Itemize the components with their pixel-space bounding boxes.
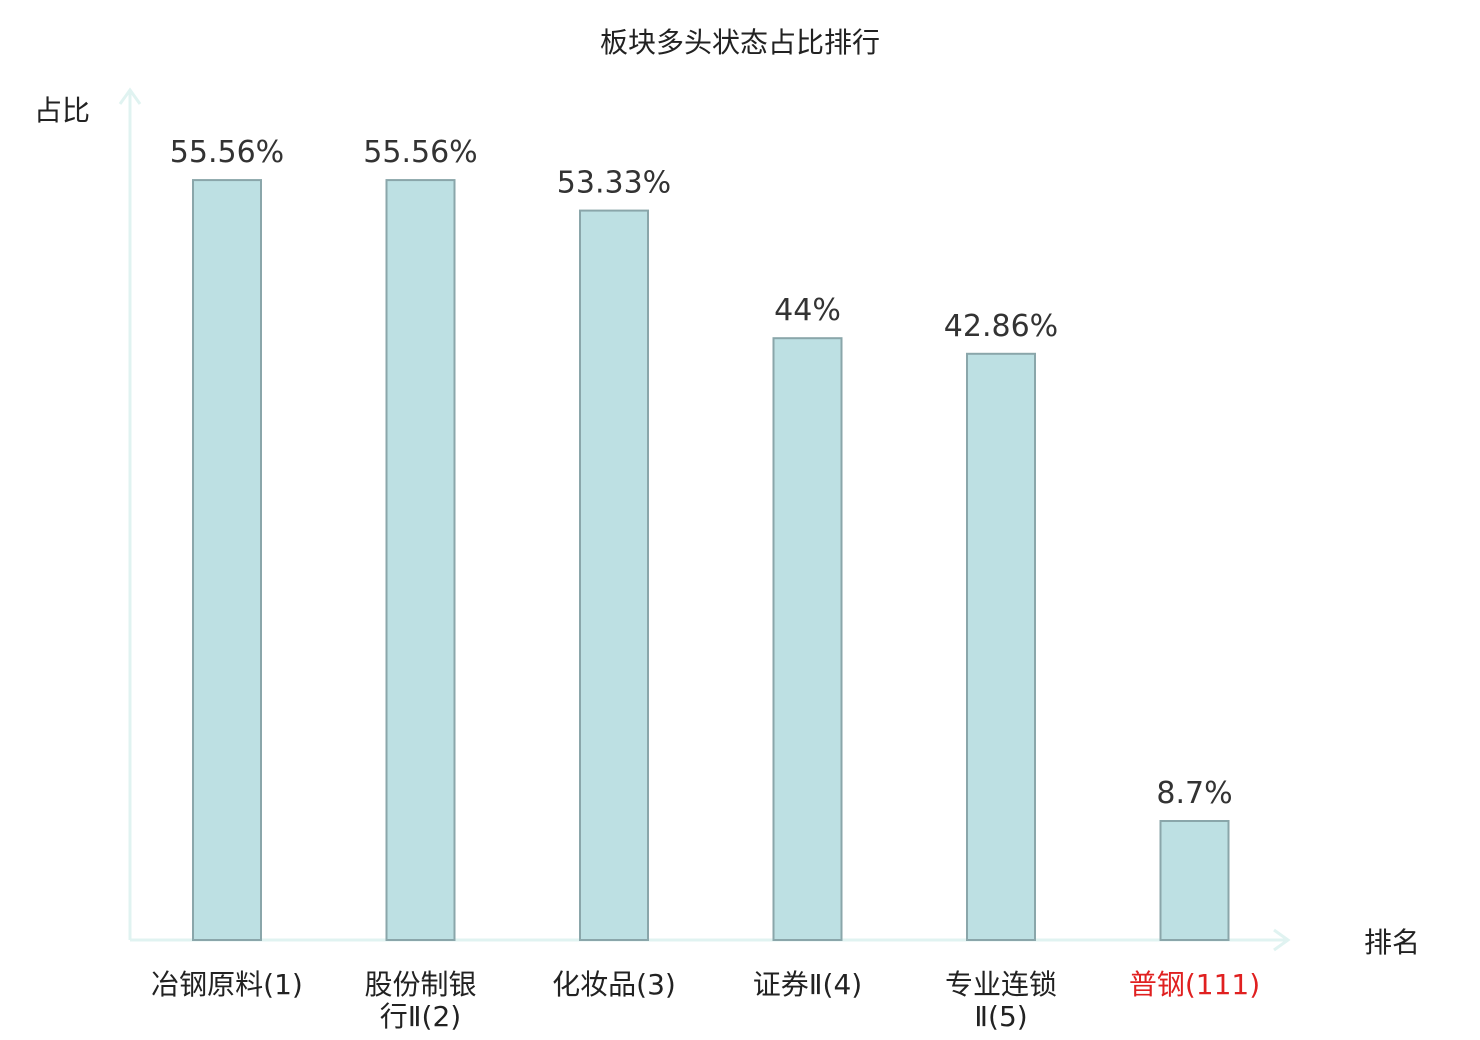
value-label-2: 55.56%	[363, 135, 477, 170]
bar-3	[579, 209, 649, 941]
axes	[118, 87, 1291, 952]
category-label-2-line-2: 行Ⅱ(2)	[380, 1000, 461, 1033]
x-axis-title: 排名	[1364, 926, 1420, 959]
value-label-6: 8.7%	[1156, 776, 1232, 811]
value-label-3: 53.33%	[557, 166, 671, 201]
bar-4	[772, 337, 843, 941]
category-label-1: 冶钢原料(1)	[151, 968, 303, 1001]
value-label-5: 42.86%	[944, 309, 1058, 344]
bar-5	[966, 352, 1036, 941]
bars-group	[192, 179, 1230, 942]
category-label-2-line-1: 股份制银	[364, 968, 476, 1001]
category-label-6: 普钢(111)	[1129, 968, 1260, 1001]
value-label-4: 44%	[774, 293, 841, 328]
chart-title: 板块多头状态占比排行	[600, 26, 880, 59]
x-axis-arrow	[1273, 928, 1291, 952]
value-labels-group: 55.56% 55.56% 53.33% 44% 42.86% 8.7%	[170, 135, 1233, 811]
bar-6	[1159, 820, 1230, 942]
category-label-3: 化妆品(3)	[552, 968, 676, 1001]
value-label-1: 55.56%	[170, 135, 284, 170]
category-label-5-line-1: 专业连锁	[945, 968, 1057, 1001]
category-label-5-line-2: Ⅱ(5)	[974, 1000, 1027, 1033]
y-axis-arrow	[118, 87, 142, 105]
bar-2	[385, 179, 456, 941]
category-label-4: 证券Ⅱ(4)	[753, 968, 862, 1001]
y-axis-title: 占比	[34, 94, 90, 127]
bar-1	[192, 179, 262, 941]
